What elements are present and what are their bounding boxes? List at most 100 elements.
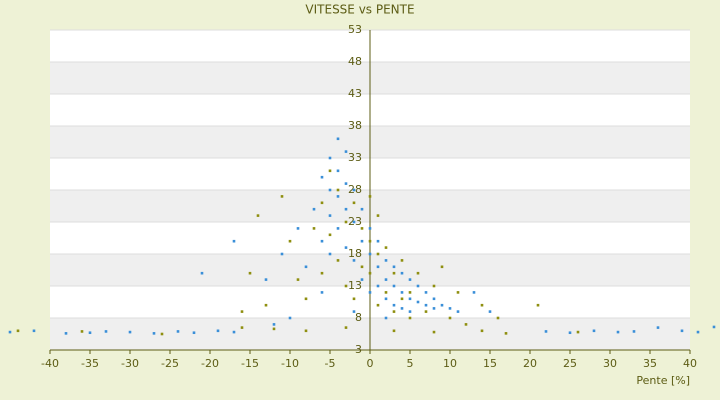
- point: [448, 316, 452, 320]
- y-tick-label: 13: [348, 279, 362, 292]
- point: [384, 246, 388, 249]
- point: [360, 239, 364, 243]
- point: [304, 329, 308, 333]
- point: [272, 323, 276, 326]
- x-tick-label: -5: [325, 357, 336, 370]
- point: [296, 227, 300, 230]
- point: [416, 284, 420, 288]
- point: [392, 284, 396, 288]
- point: [544, 330, 548, 333]
- point: [424, 310, 428, 313]
- point: [344, 207, 348, 211]
- point: [432, 297, 436, 301]
- point: [288, 239, 292, 243]
- point: [304, 265, 308, 269]
- point: [152, 332, 156, 335]
- point: [384, 297, 388, 301]
- point: [336, 169, 340, 173]
- point: [400, 259, 404, 262]
- point: [392, 271, 396, 275]
- point: [280, 252, 284, 256]
- point: [448, 307, 452, 310]
- chart-title: VITESSE vs PENTE: [305, 3, 414, 17]
- point: [576, 330, 580, 334]
- y-tick-label: 38: [348, 119, 362, 132]
- point: [592, 329, 596, 333]
- point: [320, 291, 324, 294]
- x-tick-label: 40: [683, 357, 697, 370]
- point: [496, 316, 500, 320]
- point: [464, 323, 468, 326]
- point: [352, 310, 356, 313]
- point: [328, 169, 332, 173]
- point: [160, 332, 164, 336]
- point: [424, 303, 428, 307]
- x-tick-label: -15: [241, 357, 259, 370]
- x-axis-label: Pente [%]: [636, 374, 690, 387]
- point: [344, 182, 348, 185]
- point: [16, 329, 20, 333]
- point: [352, 220, 356, 224]
- point: [344, 326, 348, 329]
- point: [488, 310, 492, 313]
- point: [320, 239, 324, 243]
- point: [680, 329, 684, 333]
- x-tick-label: -30: [121, 357, 139, 370]
- point: [376, 252, 380, 256]
- point: [400, 307, 404, 310]
- point: [368, 195, 372, 198]
- point: [432, 284, 436, 288]
- point: [376, 239, 380, 243]
- x-tick-label: -10: [281, 357, 299, 370]
- point: [416, 300, 420, 304]
- point: [536, 303, 540, 307]
- y-tick-label: 3: [355, 343, 362, 356]
- point: [240, 326, 244, 329]
- x-tick-label: 5: [407, 357, 414, 370]
- point: [616, 330, 620, 334]
- point: [376, 303, 380, 307]
- point: [312, 227, 316, 230]
- point: [336, 195, 340, 198]
- point: [336, 137, 340, 141]
- point: [344, 246, 348, 249]
- point: [320, 201, 324, 205]
- point: [352, 259, 356, 262]
- y-tick-label: 33: [348, 151, 362, 164]
- y-tick-label: 48: [348, 55, 362, 68]
- point: [232, 330, 236, 334]
- point: [568, 331, 572, 335]
- point: [432, 307, 436, 310]
- point: [312, 207, 316, 211]
- point: [384, 316, 388, 320]
- point: [408, 316, 412, 320]
- point: [400, 291, 404, 294]
- point: [200, 271, 204, 275]
- point: [272, 327, 276, 331]
- point: [504, 332, 508, 335]
- point: [392, 329, 396, 333]
- point: [344, 150, 348, 153]
- point: [368, 271, 372, 275]
- point: [328, 188, 332, 192]
- point: [712, 325, 716, 329]
- point: [656, 326, 660, 329]
- point: [32, 329, 36, 333]
- point: [368, 291, 372, 294]
- point: [128, 330, 132, 334]
- point: [320, 271, 324, 275]
- point: [328, 233, 332, 237]
- point: [328, 252, 332, 256]
- point: [336, 188, 340, 192]
- point: [408, 278, 412, 281]
- point: [408, 297, 412, 301]
- point: [64, 332, 68, 335]
- point: [360, 265, 364, 269]
- point: [632, 330, 636, 333]
- x-tick-label: 25: [563, 357, 577, 370]
- point: [288, 316, 292, 320]
- point: [368, 252, 372, 256]
- point: [304, 297, 308, 301]
- point: [368, 227, 372, 230]
- y-tick-label: 18: [348, 247, 362, 260]
